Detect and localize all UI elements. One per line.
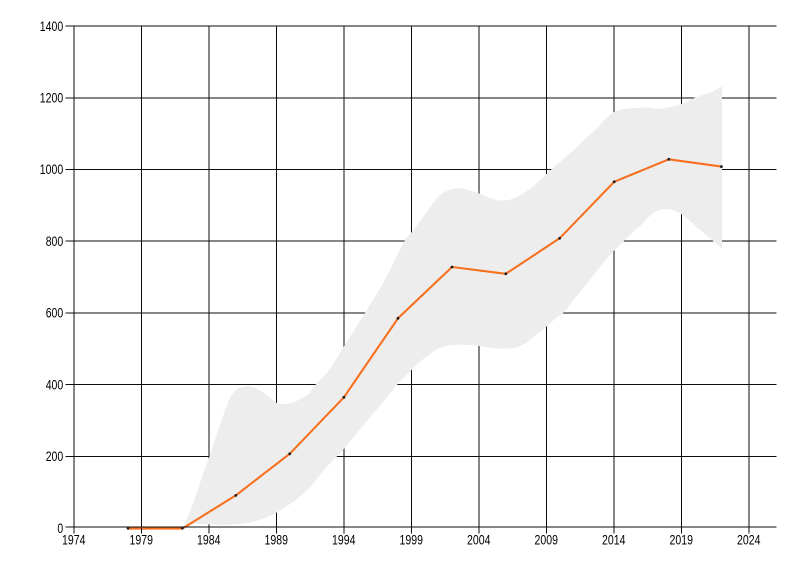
svg-text:1989: 1989 [265, 533, 288, 548]
svg-text:2019: 2019 [670, 533, 693, 548]
svg-text:2024: 2024 [737, 533, 761, 548]
svg-text:2014: 2014 [602, 533, 626, 548]
svg-text:2004: 2004 [467, 533, 491, 548]
svg-text:800: 800 [46, 234, 64, 249]
svg-text:200: 200 [46, 449, 64, 464]
svg-text:1979: 1979 [130, 533, 153, 548]
svg-text:600: 600 [46, 306, 64, 321]
svg-text:1984: 1984 [197, 533, 221, 548]
svg-text:400: 400 [46, 377, 64, 392]
svg-text:1000: 1000 [40, 162, 63, 177]
svg-text:1974: 1974 [62, 533, 86, 548]
svg-text:1200: 1200 [40, 91, 63, 106]
svg-text:1400: 1400 [40, 19, 63, 34]
svg-text:0: 0 [57, 521, 63, 536]
svg-text:2009: 2009 [535, 533, 558, 548]
svg-text:1994: 1994 [332, 533, 356, 548]
svg-text:1999: 1999 [400, 533, 423, 548]
